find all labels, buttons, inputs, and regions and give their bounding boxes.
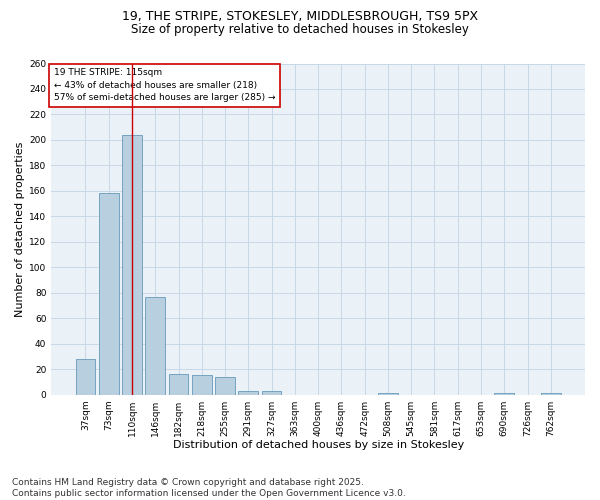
Text: 19, THE STRIPE, STOKESLEY, MIDDLESBROUGH, TS9 5PX: 19, THE STRIPE, STOKESLEY, MIDDLESBROUGH… — [122, 10, 478, 23]
Bar — [262, 391, 281, 394]
Text: Contains HM Land Registry data © Crown copyright and database right 2025.
Contai: Contains HM Land Registry data © Crown c… — [12, 478, 406, 498]
Bar — [99, 194, 119, 394]
X-axis label: Distribution of detached houses by size in Stokesley: Distribution of detached houses by size … — [173, 440, 464, 450]
Bar — [192, 376, 212, 394]
Bar — [76, 359, 95, 394]
Bar — [145, 296, 165, 394]
Y-axis label: Number of detached properties: Number of detached properties — [15, 142, 25, 316]
Bar — [238, 391, 258, 394]
Text: Size of property relative to detached houses in Stokesley: Size of property relative to detached ho… — [131, 22, 469, 36]
Text: 19 THE STRIPE: 115sqm
← 43% of detached houses are smaller (218)
57% of semi-det: 19 THE STRIPE: 115sqm ← 43% of detached … — [54, 68, 275, 102]
Bar — [215, 377, 235, 394]
Bar — [169, 374, 188, 394]
Bar — [122, 135, 142, 394]
